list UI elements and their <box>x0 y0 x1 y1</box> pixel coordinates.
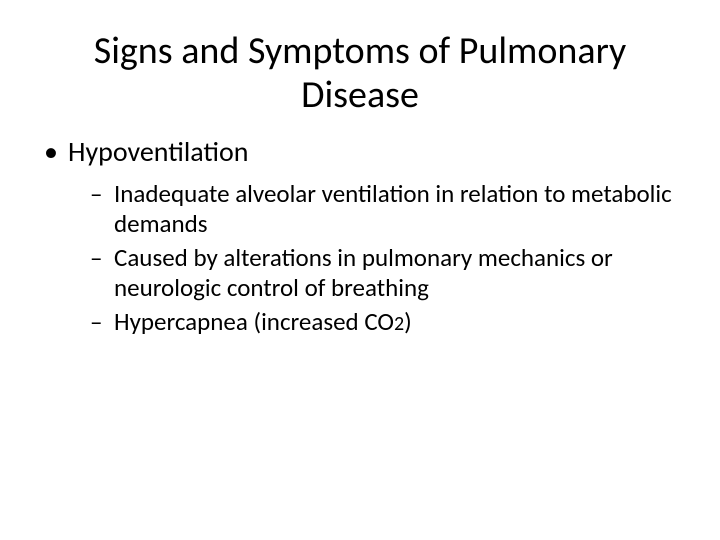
slide-title: Signs and Symptoms of Pulmonary Disease <box>40 30 680 117</box>
bullet-level2: Caused by alterations in pulmonary mecha… <box>40 243 680 303</box>
bullet-text-prefix: Hypercapnea (increased CO <box>114 306 394 337</box>
bullet-level2: Inadequate alveolar ventilation in relat… <box>40 179 680 239</box>
bullet-level1: Hypoventilation <box>40 135 680 169</box>
bullet-text: Caused by alterations in pulmonary mecha… <box>114 242 613 303</box>
bullet-text: Hypoventilation <box>68 134 248 169</box>
bullet-text: Inadequate alveolar ventilation in relat… <box>114 178 672 239</box>
bullet-text-sub: 2 <box>394 312 404 336</box>
bullet-level2: Hypercapnea (increased CO2) <box>40 307 680 337</box>
bullet-text-suffix: ) <box>404 306 412 337</box>
slide: Signs and Symptoms of Pulmonary Disease … <box>0 0 720 540</box>
